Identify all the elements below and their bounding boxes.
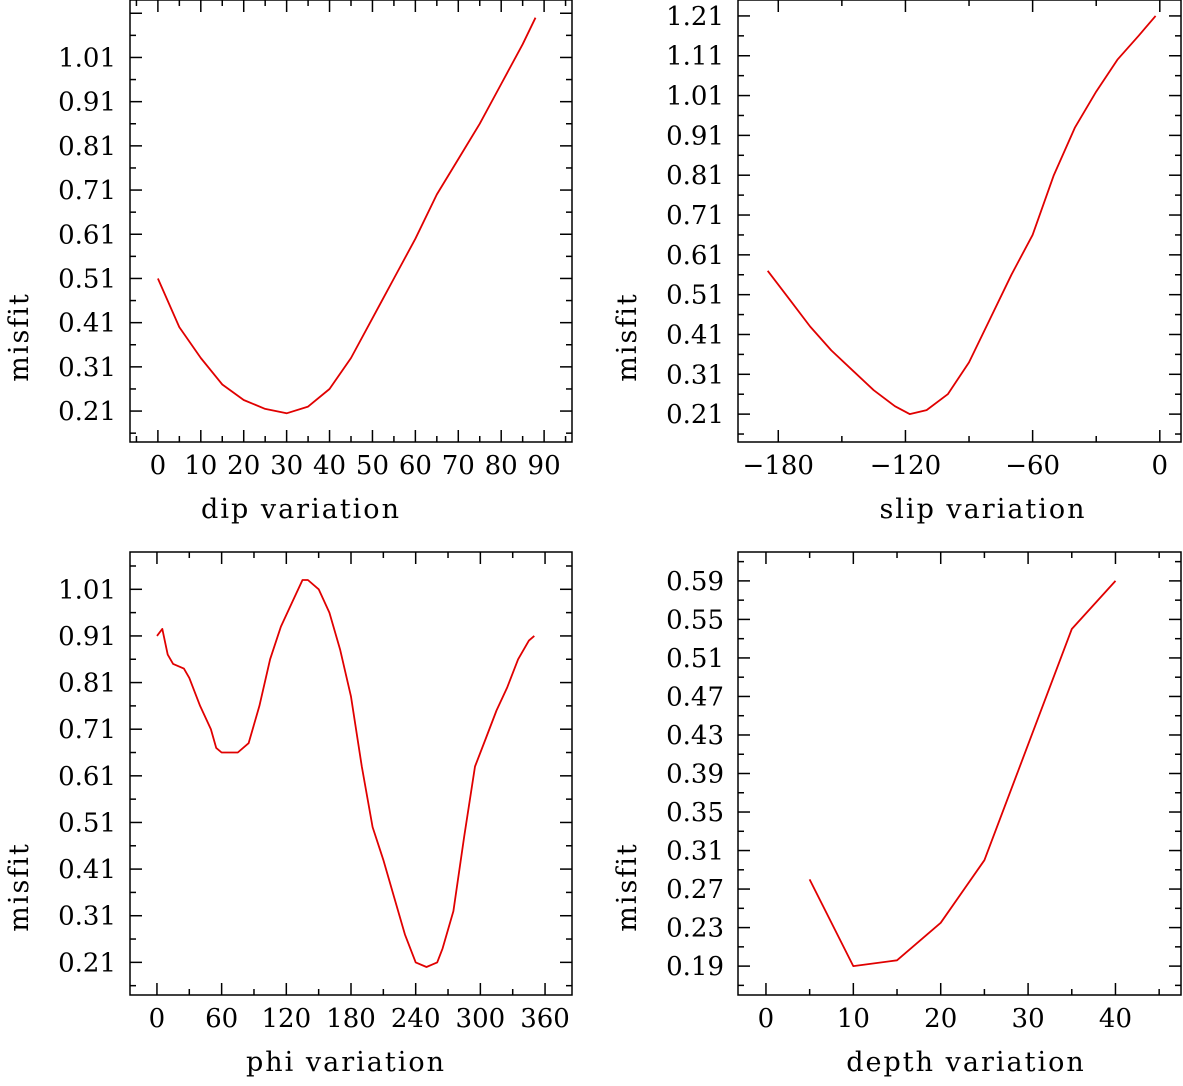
y-tick-label: 0.61 [58, 220, 116, 250]
x-axis-label: phi variation [246, 1047, 446, 1078]
y-tick-label: 0.61 [666, 241, 724, 271]
x-tick-label: 180 [326, 1004, 376, 1034]
panel-slip-variation: −180 −120 −60 0 0.21 0.31 0.41 0.51 0.61 0.71 0.81… [612, 0, 1182, 525]
panel-dip-variation: 0 10 20 30 40 50 60 70 80 90 0.21 0.31 0.41 0.51 0.61 0… [4, 0, 573, 525]
series-line-depth [808, 580, 1117, 967]
y-tick-label: 1.01 [666, 82, 724, 112]
y-tick-label: 0.35 [666, 798, 724, 828]
x-axis-label: slip variation [879, 494, 1086, 525]
y-axis-label: misfit [4, 842, 35, 932]
y-tick-label: 0.23 [666, 914, 724, 944]
y-tick-label: 0.27 [666, 875, 724, 905]
x-tick-label: 20 [924, 1004, 957, 1034]
plot-frame [129, 551, 573, 996]
y-tick-label: 0.81 [58, 132, 116, 162]
plot-frame [129, 0, 573, 443]
y-tick-label: 0.81 [58, 669, 116, 699]
y-axis-label: misfit [4, 292, 35, 382]
x-tick-label: 30 [1012, 1004, 1045, 1034]
y-tick-label: 0.71 [666, 201, 724, 231]
y-tick-label: 1.21 [666, 2, 724, 32]
x-tick-label: 360 [520, 1004, 570, 1034]
y-tick-label: 1.11 [666, 42, 724, 72]
x-tick-label: 300 [456, 1004, 506, 1034]
y-tick-label: 0.47 [666, 682, 724, 712]
y-tick-label: 0.71 [58, 176, 116, 206]
y-tick-label: 0.39 [666, 760, 724, 790]
x-tick-label: 0 [149, 1004, 166, 1034]
x-axis-label: dip variation [201, 494, 401, 525]
x-tick-label: −120 [870, 451, 941, 481]
series-line-dip [157, 17, 537, 415]
x-axis-label: depth variation [846, 1047, 1086, 1078]
x-tick-label: 240 [391, 1004, 441, 1034]
y-tick-label: 0.21 [58, 948, 116, 978]
y-tick-label: 0.31 [666, 360, 724, 390]
y-tick-label: 0.59 [666, 567, 724, 597]
y-tick-label: 0.51 [666, 644, 724, 674]
y-tick-label: 0.55 [666, 605, 724, 635]
plot-frame [737, 0, 1182, 443]
panel-depth-variation: 0 10 20 30 40 0.19 0.23 0.27 0.31 0.35 0.39 0.43 0.4… [612, 551, 1182, 1078]
y-tick-label: 0.31 [666, 837, 724, 867]
y-tick-label: 1.01 [58, 575, 116, 605]
x-tick-label: 10 [184, 451, 217, 481]
x-tick-label: 30 [270, 451, 303, 481]
x-tick-label: 20 [227, 451, 260, 481]
y-tick-label: 0.61 [58, 762, 116, 792]
series-line-slip [766, 15, 1157, 416]
x-tick-label: −60 [1005, 451, 1060, 481]
y-tick-label: 0.81 [666, 161, 724, 191]
x-tick-label: 90 [528, 451, 561, 481]
y-tick-label: 0.41 [58, 855, 116, 885]
plot-frame [737, 551, 1182, 996]
x-tick-label: 60 [205, 1004, 238, 1034]
y-tick-label: 0.31 [58, 902, 116, 932]
x-tick-label: 0 [758, 1004, 775, 1034]
x-tick-label: 10 [837, 1004, 870, 1034]
y-tick-label: 0.51 [58, 264, 116, 294]
y-tick-label: 0.41 [58, 309, 116, 339]
y-tick-label: 0.91 [666, 121, 724, 151]
x-tick-label: −180 [743, 451, 814, 481]
x-tick-label: 60 [399, 451, 432, 481]
x-tick-label: 70 [442, 451, 475, 481]
panel-phi-variation: 0 60 120 180 240 300 360 0.21 0.31 0.41 0.51 0.61 0.… [4, 551, 573, 1078]
y-tick-label: 0.51 [58, 808, 116, 838]
y-tick-label: 0.91 [58, 622, 116, 652]
y-tick-label: 0.43 [666, 721, 724, 751]
y-tick-label: 0.31 [58, 353, 116, 383]
x-tick-label: 40 [1099, 1004, 1132, 1034]
y-tick-label: 0.19 [666, 952, 724, 982]
y-tick-label: 0.41 [666, 320, 724, 350]
x-tick-label: 0 [1152, 451, 1169, 481]
y-tick-label: 0.21 [58, 397, 116, 427]
x-tick-label: 50 [356, 451, 389, 481]
y-tick-label: 0.51 [666, 281, 724, 311]
y-tick-label: 1.01 [58, 43, 116, 73]
y-tick-label: 0.91 [58, 88, 116, 118]
y-tick-label: 0.71 [58, 715, 116, 745]
series-line-phi [156, 579, 535, 968]
x-tick-label: 40 [313, 451, 346, 481]
x-tick-label: 120 [261, 1004, 311, 1034]
x-tick-label: 0 [150, 451, 167, 481]
y-tick-label: 0.21 [666, 400, 724, 430]
y-axis-label: misfit [612, 842, 643, 932]
y-axis-label: misfit [612, 292, 643, 382]
x-tick-label: 80 [485, 451, 518, 481]
